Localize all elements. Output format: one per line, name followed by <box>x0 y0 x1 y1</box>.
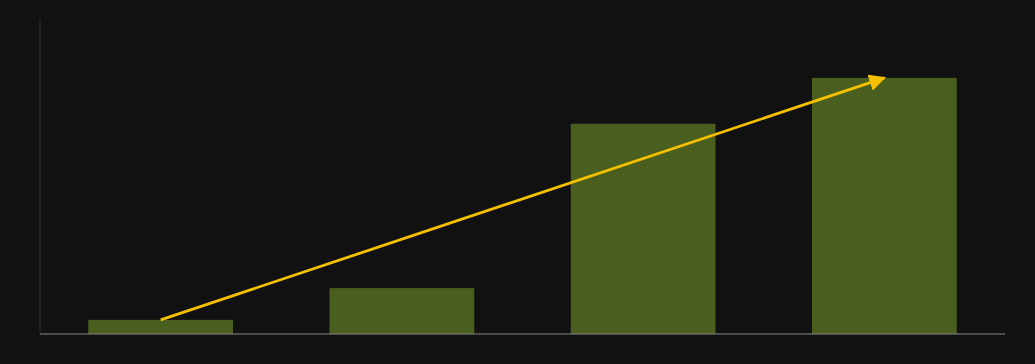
y-axis-line <box>40 18 41 334</box>
bar <box>88 320 233 334</box>
bar <box>812 78 957 334</box>
bar <box>571 124 716 334</box>
chart <box>0 0 1035 364</box>
baseline <box>40 334 1005 335</box>
plot-area <box>88 78 957 334</box>
chart-container <box>0 0 1035 364</box>
trend-arrow <box>161 78 885 320</box>
background <box>0 0 1035 364</box>
bar <box>330 288 475 334</box>
